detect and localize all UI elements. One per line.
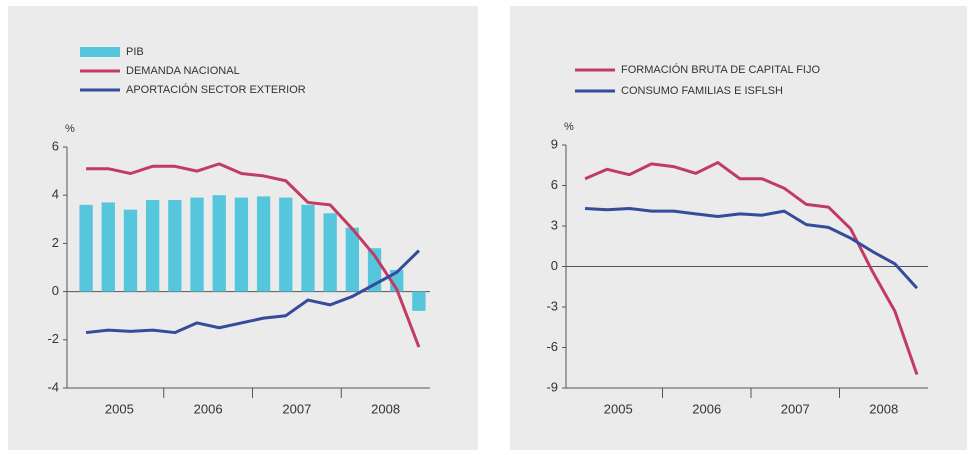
legend-label: PIB xyxy=(126,46,144,58)
bar xyxy=(345,227,359,292)
x-tick-label: 2008 xyxy=(371,401,400,416)
y-axis-label: % xyxy=(564,121,574,133)
y-tick-label: -2 xyxy=(47,331,59,346)
y-tick-label: -6 xyxy=(546,339,558,354)
bar xyxy=(212,195,226,292)
y-tick-label: -3 xyxy=(546,298,558,313)
x-tick-label: 2006 xyxy=(194,401,223,416)
legend-label: CONSUMO FAMILIAS E ISFLSH xyxy=(621,85,783,97)
line-series xyxy=(86,162,421,348)
y-tick-label: 6 xyxy=(551,177,558,192)
bar xyxy=(79,204,93,292)
bar xyxy=(412,291,426,311)
y-axis-label: % xyxy=(65,123,75,135)
y-tick-label: 0 xyxy=(551,258,558,273)
x-tick-label: 2007 xyxy=(282,401,311,416)
bar xyxy=(256,196,271,292)
x-tick-label: 2005 xyxy=(105,401,134,416)
y-tick-label: -4 xyxy=(47,379,59,394)
y-tick-label: 3 xyxy=(551,217,558,232)
bar xyxy=(279,197,293,292)
bar xyxy=(123,209,138,292)
line-series xyxy=(85,249,420,335)
bar xyxy=(323,213,337,292)
panel xyxy=(510,6,967,450)
y-tick-label: 4 xyxy=(52,187,59,202)
legend-label: FORMACIÓN BRUTA DE CAPITAL FIJO xyxy=(621,63,820,76)
y-tick-label: 2 xyxy=(52,235,59,250)
x-tick-label: 2007 xyxy=(781,401,810,416)
x-tick-label: 2006 xyxy=(692,401,721,416)
y-tick-label: -9 xyxy=(546,379,558,394)
line-series xyxy=(584,206,919,290)
bar xyxy=(190,197,204,292)
bar xyxy=(101,202,115,292)
x-tick-label: 2008 xyxy=(869,401,898,416)
bar xyxy=(234,197,249,292)
bar xyxy=(301,204,315,292)
line-series xyxy=(584,161,919,375)
x-tick-label: 2005 xyxy=(604,401,633,416)
legend-swatch xyxy=(80,47,120,57)
y-tick-label: 0 xyxy=(52,283,59,298)
bar xyxy=(146,200,160,292)
y-tick-label: 6 xyxy=(52,138,59,153)
y-tick-label: 9 xyxy=(551,136,558,151)
legend-label: APORTACIÓN SECTOR EXTERIOR xyxy=(126,83,306,96)
legend-label: DEMANDA NACIONAL xyxy=(126,65,240,77)
bar xyxy=(168,200,182,292)
